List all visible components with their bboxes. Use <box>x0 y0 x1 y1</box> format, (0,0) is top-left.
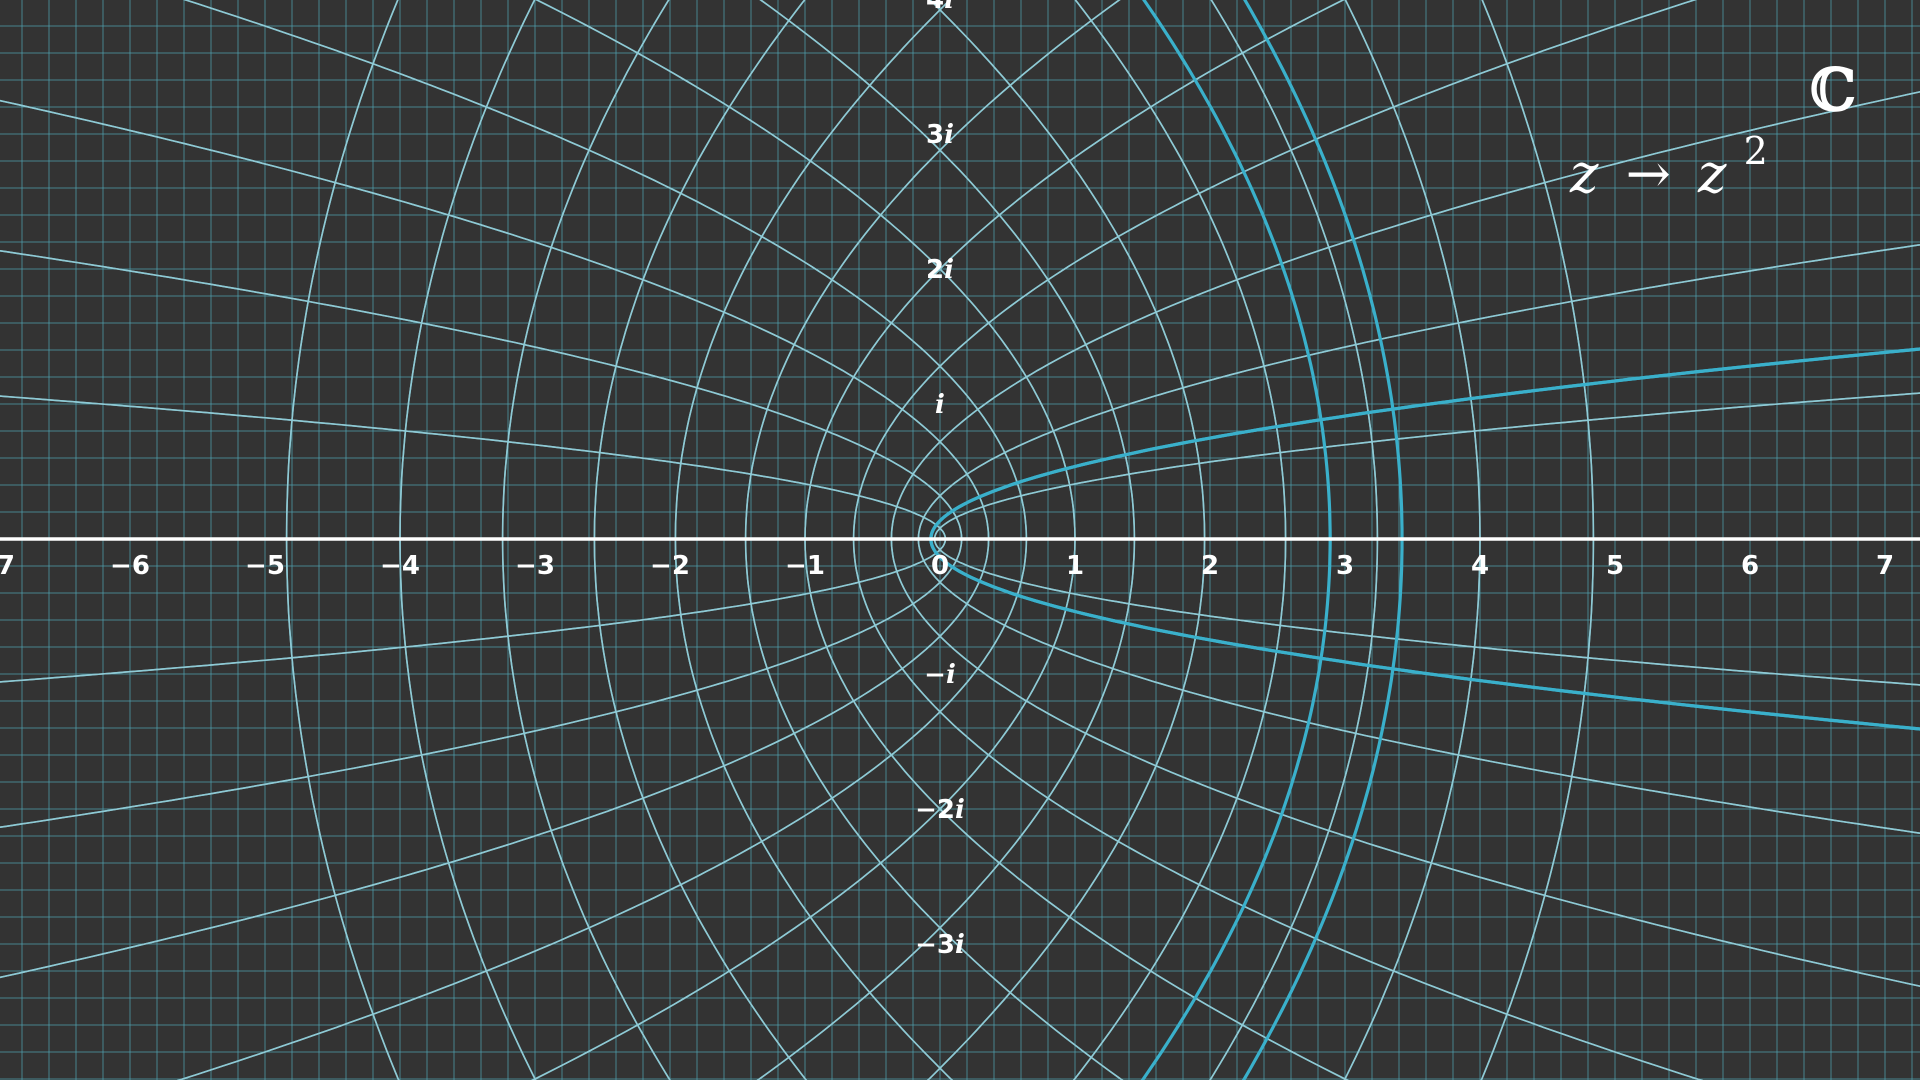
imag-tick-label: −3i <box>915 930 965 960</box>
imag-tick-label: i <box>935 390 945 420</box>
imag-tick-label: 4i <box>926 0 954 15</box>
real-tick-label: −7 <box>0 551 15 581</box>
real-tick-label: 7 <box>1876 551 1894 581</box>
real-axis-labels: −7 −6 −5 −4 −3 −2 −1 0 1 2 3 4 5 6 7 <box>0 551 1894 581</box>
real-tick-label: 6 <box>1741 551 1759 581</box>
imag-tick-label: −2i <box>915 795 965 825</box>
complex-set-symbol: ℂ <box>1810 56 1856 124</box>
function-label: z → z 2 <box>1569 129 1768 205</box>
real-tick-label: −4 <box>380 551 420 581</box>
real-tick-label: 2 <box>1201 551 1219 581</box>
real-tick-label: −3 <box>515 551 555 581</box>
real-tick-label: −5 <box>245 551 285 581</box>
imag-tick-label: 2i <box>926 255 954 285</box>
real-tick-label: 4 <box>1471 551 1489 581</box>
real-tick-label: 0 <box>931 551 949 581</box>
real-tick-label: −1 <box>785 551 825 581</box>
real-tick-label: 3 <box>1336 551 1354 581</box>
function-arrow: → <box>1626 142 1671 205</box>
real-tick-label: 5 <box>1606 551 1624 581</box>
imag-tick-label: 3i <box>926 120 954 150</box>
imag-tick-label: −i <box>924 660 956 690</box>
function-var: z <box>1569 142 1599 205</box>
real-tick-label: −2 <box>650 551 690 581</box>
real-tick-label: −6 <box>110 551 150 581</box>
real-tick-label: 1 <box>1066 551 1084 581</box>
function-exponent: 2 <box>1744 129 1768 173</box>
function-image-var: z <box>1697 142 1727 205</box>
